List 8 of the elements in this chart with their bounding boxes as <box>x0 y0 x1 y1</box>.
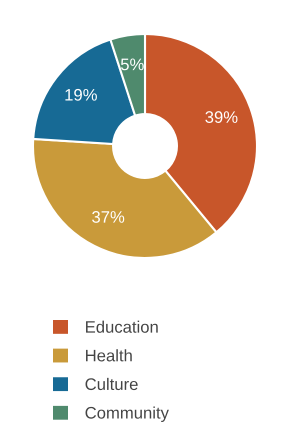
data-label: 5% <box>120 58 144 70</box>
legend-label: Health <box>86 349 132 362</box>
data-label: 37% <box>92 211 124 223</box>
legend-label: Culture <box>86 378 138 390</box>
legend-label: Education <box>86 320 158 333</box>
data-label: 19% <box>65 88 97 101</box>
legend-label: Community <box>86 406 169 422</box>
data-label: 39% <box>205 111 238 123</box>
